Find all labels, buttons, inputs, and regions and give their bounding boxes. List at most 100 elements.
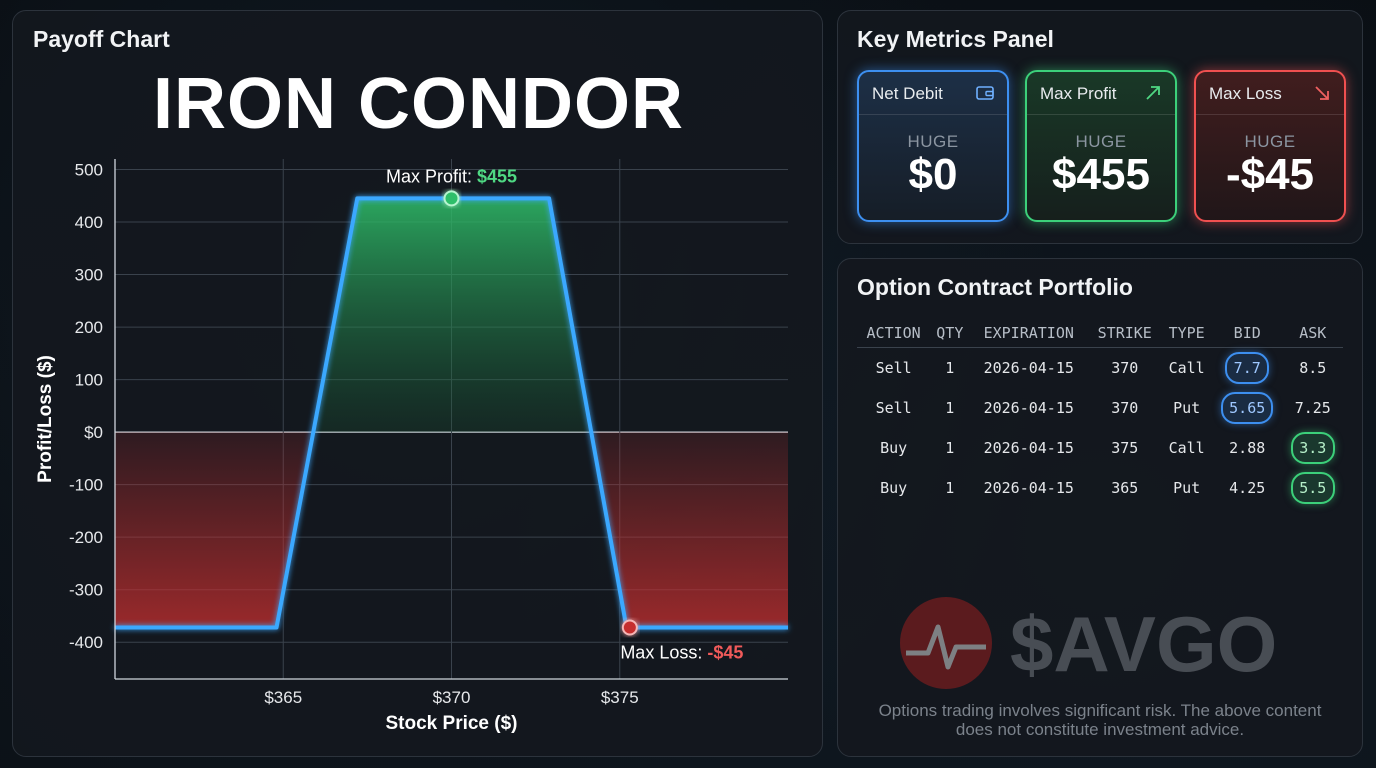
table-row: Buy 1 2026-04-15 375 Call 2.88 3.3: [857, 428, 1343, 468]
ask-highlight-pill: 3.3: [1290, 432, 1335, 464]
expiration-cell: 2026-04-15: [983, 439, 1074, 457]
loss-area-right: [591, 432, 788, 628]
column-header-expiration: EXPIRATION: [969, 319, 1089, 348]
net-debit-value: $0: [908, 150, 958, 199]
expiration-cell: 2026-04-15: [983, 479, 1074, 497]
max-loss-marker: [621, 619, 638, 636]
metric-label: Max Loss: [1209, 84, 1282, 103]
x-axis-title: Stock Price ($): [386, 713, 518, 734]
max-profit-annotation-label: Max Profit:: [386, 166, 477, 186]
max-loss-card: Max Loss HUGE -$45: [1194, 70, 1346, 222]
bid-highlight-pill: 5.65: [1221, 392, 1274, 424]
max-profit-marker: [443, 190, 460, 207]
y-tick-label: -100: [69, 476, 103, 495]
profit-area: [313, 198, 592, 433]
ask-highlight-pill: 5.5: [1290, 472, 1335, 504]
payoff-chart: 500 400 300 200 100 $0 -100 -200 -300 -400 $365 $37…: [35, 159, 788, 734]
bid-cell: 4.25: [1229, 479, 1266, 497]
max-profit-annotation: Max Profit: $455: [386, 166, 517, 186]
strike-cell: 375: [1111, 439, 1139, 457]
broadcom-logo-icon: [900, 597, 992, 689]
metric-sub: HUGE: [1244, 132, 1296, 151]
ticker-symbol: $AVGO: [1010, 600, 1278, 688]
x-tick-label: $365: [264, 688, 302, 707]
qty-cell: 1: [945, 359, 955, 377]
y-tick-label: -200: [69, 528, 103, 547]
net-debit-card: Net Debit HUGE $0: [857, 70, 1009, 222]
ask-cell: 5.5: [1283, 468, 1343, 508]
metric-label: Net Debit: [872, 84, 943, 103]
strike-cell: 370: [1111, 399, 1139, 417]
y-tick-label: -300: [69, 581, 103, 600]
strike-cell: 365: [1111, 479, 1139, 497]
column-header-ask: ASK: [1282, 319, 1343, 348]
y-tick-label: 400: [75, 213, 103, 232]
column-header-type: TYPE: [1161, 319, 1212, 348]
wallet-icon: [976, 86, 994, 100]
max-profit-annotation-value: $455: [477, 166, 517, 186]
y-tick-label: 300: [75, 266, 103, 285]
metric-card-header: Max Profit: [1027, 72, 1175, 115]
metric-sub: HUGE: [907, 132, 959, 151]
arrow-up-right-icon: [1146, 86, 1160, 100]
max-loss-annotation: Max Loss: -$45: [620, 643, 743, 663]
type-cell: Put: [1173, 399, 1201, 417]
arrow-down-right-icon: [1315, 86, 1329, 100]
y-tick-label: 500: [75, 161, 103, 180]
bid-highlight-pill: 7.7: [1225, 352, 1270, 384]
table-header-row: ACTION QTY EXPIRATION STRIKE TYPE BID AS…: [857, 319, 1343, 348]
column-header-qty: QTY: [930, 319, 970, 348]
x-tick-label: $375: [601, 688, 639, 707]
key-metrics-panel: Key Metrics Panel Net Debit HUGE $0 Max …: [837, 10, 1363, 244]
bid-cell: 2.88: [1229, 439, 1266, 457]
column-header-bid: BID: [1211, 319, 1283, 348]
expiration-cell: 2026-04-15: [983, 359, 1074, 377]
action-cell: Sell: [875, 359, 912, 377]
table-row: Buy 1 2026-04-15 365 Put 4.25 5.5: [857, 468, 1343, 508]
strategy-title: IRON CONDOR: [153, 64, 684, 144]
bid-cell: 5.65: [1212, 388, 1283, 428]
max-loss-value: -$45: [1225, 150, 1315, 199]
metrics-panel-title: Key Metrics Panel: [857, 26, 1054, 52]
strike-cell: 370: [1111, 359, 1139, 377]
max-profit-value: $455: [1052, 150, 1150, 199]
option-contracts-table: ACTION QTY EXPIRATION STRIKE TYPE BID AS…: [857, 319, 1343, 508]
type-cell: Call: [1168, 439, 1205, 457]
column-header-action: ACTION: [857, 319, 931, 348]
max-profit-card: Max Profit HUGE $455: [1025, 70, 1177, 222]
max-loss-annotation-label: Max Loss:: [620, 643, 707, 663]
y-tick-label: $0: [84, 423, 103, 442]
table-row: Sell 1 2026-04-15 370 Put 5.65 7.25: [857, 388, 1343, 428]
metric-label: Max Profit: [1040, 84, 1117, 103]
portfolio-panel-title: Option Contract Portfolio: [857, 274, 1133, 300]
y-tick-label: 100: [75, 371, 103, 390]
action-cell: Sell: [875, 399, 912, 417]
option-portfolio-panel: Option Contract Portfolio ACTION QTY EXP…: [837, 258, 1363, 757]
ask-cell: 3.3: [1283, 428, 1343, 468]
qty-cell: 1: [945, 439, 955, 457]
ask-cell: 8.5: [1299, 359, 1327, 377]
table-row: Sell 1 2026-04-15 370 Call 7.7 8.5: [857, 348, 1343, 389]
ticker-watermark: $AVGO: [900, 597, 1320, 693]
payoff-chart-panel: Payoff Chart IRON CONDOR 500 400 300 200 100…: [12, 10, 823, 757]
metric-card-header: Net Debit: [859, 72, 1007, 115]
type-cell: Call: [1168, 359, 1205, 377]
y-axis-title: Profit/Loss ($): [35, 355, 56, 483]
max-loss-annotation-value: -$45: [707, 643, 743, 663]
qty-cell: 1: [945, 479, 955, 497]
action-cell: Buy: [880, 479, 908, 497]
metric-card-header: Max Loss: [1196, 72, 1344, 115]
risk-disclaimer: Options trading involves significant ris…: [878, 701, 1322, 739]
bid-cell: 7.7: [1212, 348, 1283, 389]
y-tick-label: 200: [75, 318, 103, 337]
expiration-cell: 2026-04-15: [983, 399, 1074, 417]
x-tick-label: $370: [433, 688, 471, 707]
payoff-panel-title: Payoff Chart: [33, 26, 170, 52]
ask-cell: 7.25: [1294, 399, 1331, 417]
action-cell: Buy: [880, 439, 908, 457]
y-tick-label: -400: [69, 633, 103, 652]
metric-sub: HUGE: [1075, 132, 1127, 151]
qty-cell: 1: [945, 399, 955, 417]
loss-area-left: [115, 432, 314, 628]
type-cell: Put: [1173, 479, 1201, 497]
